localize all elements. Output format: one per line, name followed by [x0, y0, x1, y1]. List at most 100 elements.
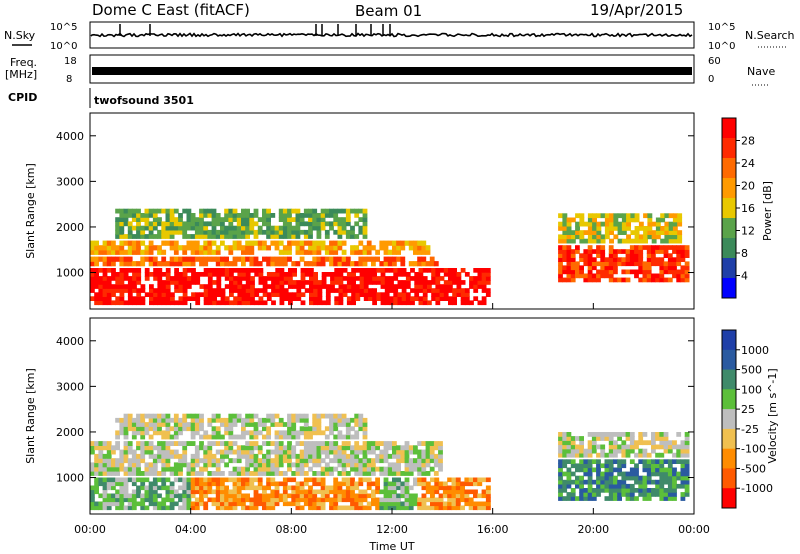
- heatmap-cell: [303, 234, 309, 239]
- heatmap-cell: [191, 292, 196, 297]
- heatmap-cell: [448, 284, 453, 289]
- heatmap-cell: [413, 501, 418, 507]
- heatmap-cell: [216, 292, 222, 297]
- heatmap-cell: [579, 475, 584, 481]
- heatmap-cell: [224, 245, 229, 251]
- heatmap-cell: [400, 240, 406, 246]
- heatmap-cell: [275, 292, 281, 297]
- heatmap-cell: [111, 501, 116, 507]
- heatmap-cell: [266, 245, 271, 251]
- heatmap-cell: [98, 256, 104, 262]
- heatmap-cell: [485, 489, 491, 495]
- heatmap-cell: [182, 234, 188, 239]
- heatmap-cell: [575, 234, 580, 240]
- heatmap-cell: [643, 234, 648, 240]
- heatmap-cell: [271, 284, 276, 289]
- heatmap-cell: [178, 229, 183, 235]
- heatmap-cell: [194, 417, 200, 423]
- colorbar-tick-label: 28: [741, 135, 755, 148]
- heatmap-cell: [634, 273, 639, 279]
- heatmap-cell: [149, 292, 154, 297]
- heatmap-cell: [575, 496, 580, 501]
- heatmap-cell: [262, 471, 267, 476]
- heatmap-cell: [579, 479, 584, 485]
- heatmap-cell: [570, 440, 576, 446]
- heatmap-cell: [345, 229, 351, 235]
- heatmap-cell: [672, 217, 678, 223]
- heatmap-cell: [651, 234, 657, 240]
- heatmap-cell: [456, 284, 462, 289]
- heatmap-cell: [304, 268, 310, 273]
- heatmap-cell: [249, 417, 255, 423]
- heatmap-cell: [232, 471, 238, 476]
- heatmap-cell: [350, 225, 355, 231]
- heatmap-cell: [592, 213, 597, 219]
- heatmap-cell: [634, 467, 639, 473]
- heatmap-cell: [291, 413, 297, 419]
- heatmap-cell: [337, 485, 343, 491]
- heatmap-cell: [115, 272, 121, 277]
- heatmap-cell: [651, 436, 656, 441]
- heatmap-cell: [299, 240, 305, 246]
- heatmap-cell: [291, 417, 297, 423]
- heatmap-cell: [119, 485, 125, 491]
- heatmap-cell: [245, 462, 250, 468]
- heatmap-cell: [295, 221, 301, 227]
- heatmap-cell: [295, 213, 301, 218]
- heatmap-cell: [350, 445, 355, 451]
- heatmap-cell: [659, 475, 665, 481]
- heatmap-cell: [355, 296, 361, 301]
- heatmap-cell: [190, 485, 196, 491]
- heatmap-cell: [383, 245, 389, 251]
- heatmap-cell: [473, 288, 479, 293]
- heatmap-cell: [140, 426, 146, 432]
- heatmap-cell: [98, 458, 104, 464]
- heatmap-cell: [288, 276, 293, 281]
- heatmap-cell: [350, 229, 355, 235]
- heatmap-cell: [303, 501, 309, 507]
- heatmap-cell: [613, 277, 618, 283]
- colorbar-tick-label: -1000: [741, 482, 773, 495]
- heatmap-cell: [199, 234, 204, 239]
- heatmap-cell: [173, 449, 179, 455]
- heatmap-cell: [270, 441, 276, 446]
- heatmap-cell: [324, 256, 330, 262]
- heatmap-cell: [98, 245, 104, 251]
- heatmap-cell: [190, 462, 196, 468]
- heatmap-cell: [642, 452, 648, 458]
- heatmap-cell: [363, 288, 369, 293]
- heatmap-cell: [672, 257, 677, 262]
- heatmap-cell: [186, 261, 192, 267]
- heatmap-cell: [460, 493, 465, 499]
- heatmap-cell: [98, 445, 104, 451]
- heatmap-cell: [659, 245, 665, 250]
- heatmap-cell: [236, 449, 242, 455]
- heatmap-cell: [312, 445, 318, 451]
- heatmap-cell: [430, 497, 435, 503]
- heatmap-cell: [447, 501, 453, 507]
- heatmap-cell: [157, 221, 162, 227]
- heatmap-cell: [236, 229, 242, 235]
- heatmap-cell: [345, 256, 351, 262]
- heatmap-cell: [333, 426, 339, 432]
- heatmap-cell: [667, 277, 673, 283]
- heatmap-cell: [287, 229, 292, 235]
- heatmap-cell: [591, 265, 597, 271]
- heatmap-cell: [149, 288, 154, 293]
- heatmap-cell: [94, 300, 99, 306]
- heatmap-cell: [270, 493, 276, 499]
- heatmap-cell: [161, 422, 167, 427]
- heatmap-cell: [587, 230, 593, 235]
- heatmap-cell: [396, 453, 401, 459]
- heatmap-cell: [270, 234, 276, 239]
- heatmap-cell: [119, 477, 125, 483]
- heatmap-cell: [562, 444, 568, 450]
- heatmap-cell: [375, 501, 380, 507]
- xaxis-label: Time UT: [368, 540, 414, 553]
- heatmap-cell: [684, 269, 690, 275]
- heatmap-cell: [324, 208, 330, 214]
- cpid-value: twofsound 3501: [94, 94, 194, 107]
- heatmap-cell: [338, 292, 344, 297]
- heatmap-cell: [417, 245, 422, 251]
